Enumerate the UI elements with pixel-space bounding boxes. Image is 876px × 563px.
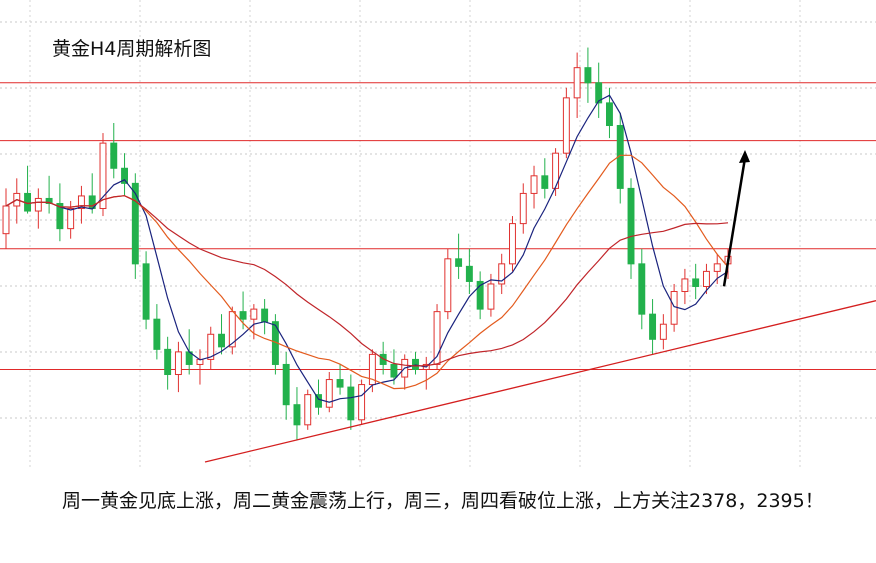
candle-body [487,283,495,310]
candle-body [519,192,527,225]
candle-body [670,291,678,325]
candle-body [627,187,635,265]
candle-body [498,263,506,285]
candle-body [228,311,236,348]
candle-body [67,208,75,230]
ma-slow-line [5,195,729,367]
candle-body [153,318,161,350]
candle-body [325,379,333,408]
candle-body [282,363,290,406]
candle-body [465,265,473,282]
candle-body [541,175,549,189]
candle-body [293,404,301,426]
candlestick-chart [0,0,876,470]
projection-arrow [722,157,747,287]
candle-body [336,379,344,388]
candle-body [218,333,225,348]
candle-body [239,311,247,320]
candle-body [638,263,646,315]
candle-body [649,313,657,340]
candle-body [174,351,182,376]
chart-title: 黄金H4周期解析图 [52,38,212,60]
candle-body [164,348,172,376]
candle-body [45,197,53,204]
candle-body [2,205,10,235]
candle-body [121,167,129,184]
ma-mid-line [5,154,729,390]
candle-body [509,223,516,265]
candle-body [261,308,269,323]
candle-body [455,258,463,267]
arrow-head [739,150,750,163]
candle-body [476,280,484,310]
candle-body [304,394,312,426]
candle-body [207,333,215,360]
candle-body [584,67,592,84]
candle-body [56,202,64,230]
candle-body [692,278,700,287]
candle-body [605,102,613,127]
analysis-caption: 周一黄金见底上涨，周二黄金震荡上行，周三，周四看破位上涨，上方关注2378，23… [62,490,824,512]
candle-body [250,308,258,320]
candle-body [131,182,139,265]
candle-body [347,386,355,421]
candle-body [595,82,603,104]
candle-body [562,97,570,154]
candle-body [713,263,721,272]
trend-line [204,300,876,463]
chart-area: 黄金H4周期解析图 [0,0,876,470]
candle-body [530,175,538,194]
candle-body [552,152,560,189]
candle-body [142,263,150,320]
candle-body [702,270,710,287]
candle-body [99,142,107,210]
candle-body [573,67,581,99]
candle-body [681,278,689,293]
candle-body [77,195,85,210]
candle-body [659,323,667,340]
candle-body [390,363,398,378]
ma-fast-line [5,94,729,403]
candle-body [110,142,118,169]
candle-body [34,197,42,212]
candle-body [444,258,452,313]
candle-body [315,394,322,408]
candle-body [358,384,366,421]
